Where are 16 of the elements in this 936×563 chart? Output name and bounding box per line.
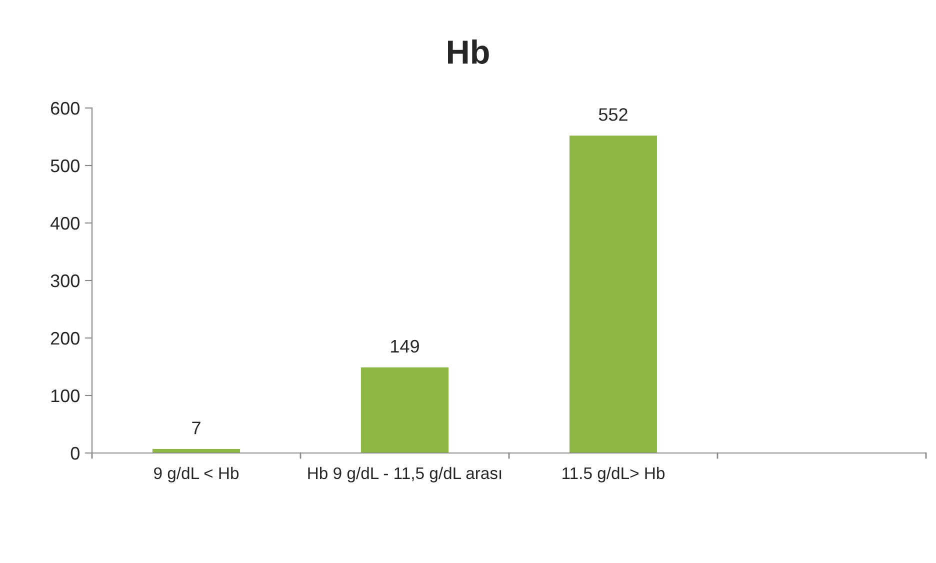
- y-tick-label: 600: [50, 102, 80, 115]
- bar: [360, 367, 449, 453]
- y-tick-label: 200: [50, 332, 80, 345]
- data-label: 149: [391, 340, 419, 353]
- x-tick-label: Hb 9 g/dL - 11,5 g/dL arası: [308, 466, 502, 482]
- data-label: 7: [192, 422, 200, 434]
- y-tick-label: 400: [50, 216, 80, 230]
- y-tick-label: 300: [50, 274, 80, 288]
- y-tick-label: 100: [51, 389, 80, 402]
- y-tick-label: 0: [70, 446, 80, 460]
- x-tick-label: 9 g/dL < Hb: [154, 466, 239, 482]
- chart-title: Hb: [448, 39, 489, 64]
- data-label: 552: [598, 108, 628, 121]
- x-tick-label: 11.5 g/dL> Hb: [562, 466, 665, 482]
- y-tick-label: 500: [50, 159, 80, 172]
- bar: [569, 136, 658, 453]
